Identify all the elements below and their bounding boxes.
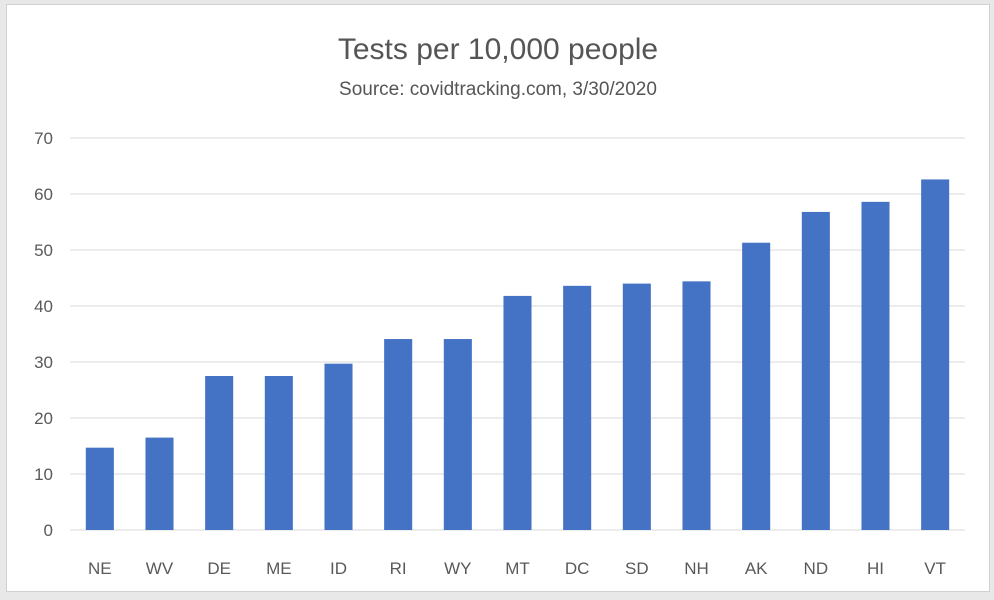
y-tick-label: 70 xyxy=(34,129,53,148)
x-tick-label: NE xyxy=(88,559,112,578)
y-tick-label: 60 xyxy=(34,185,53,204)
bar-dc xyxy=(563,285,592,530)
bar-wv xyxy=(145,437,174,530)
y-tick-label: 10 xyxy=(34,465,53,484)
bar-de xyxy=(205,376,234,530)
chart-frame: Tests per 10,000 people Source: covidtra… xyxy=(6,4,990,592)
x-tick-label: HI xyxy=(867,559,884,578)
y-tick-label: 0 xyxy=(44,521,53,540)
bar-sd xyxy=(622,283,651,530)
bar-nd xyxy=(801,211,830,531)
x-tick-label: WY xyxy=(444,559,471,578)
bar-id xyxy=(324,363,353,530)
bar-me xyxy=(264,376,293,530)
bar-wy xyxy=(443,339,472,530)
y-tick-label: 40 xyxy=(34,297,53,316)
y-tick-label: 50 xyxy=(34,241,53,260)
y-tick-label: 30 xyxy=(34,353,53,372)
x-tick-label: ND xyxy=(804,559,829,578)
chart-title: Tests per 10,000 people xyxy=(337,33,659,66)
x-tick-label: AK xyxy=(745,559,768,578)
chart-subtitle: Source: covidtracking.com, 3/30/2020 xyxy=(339,79,657,100)
x-tick-label: WV xyxy=(146,559,174,578)
x-tick-label: RI xyxy=(390,559,407,578)
y-tick-label: 20 xyxy=(34,409,53,428)
bar-ri xyxy=(384,339,413,530)
bar-hi xyxy=(861,201,890,530)
bar-chart: 0 10 20 30 40 50 60 70 NE WV DE ME ID RI WY MT DC SD NH AK N… xyxy=(34,129,965,578)
bar-nh xyxy=(682,281,711,530)
x-tick-label: NH xyxy=(684,559,709,578)
x-tick-label: DC xyxy=(565,559,590,578)
bar-ne xyxy=(85,447,114,530)
bar-ak xyxy=(742,242,771,530)
x-tick-label: MT xyxy=(505,559,530,578)
x-tick-label: SD xyxy=(625,559,649,578)
x-tick-label: VT xyxy=(924,559,946,578)
bar-mt xyxy=(503,295,532,530)
x-tick-label: DE xyxy=(207,559,231,578)
x-tick-label: ID xyxy=(330,559,347,578)
bar-vt xyxy=(921,179,950,530)
x-tick-label: ME xyxy=(266,559,292,578)
